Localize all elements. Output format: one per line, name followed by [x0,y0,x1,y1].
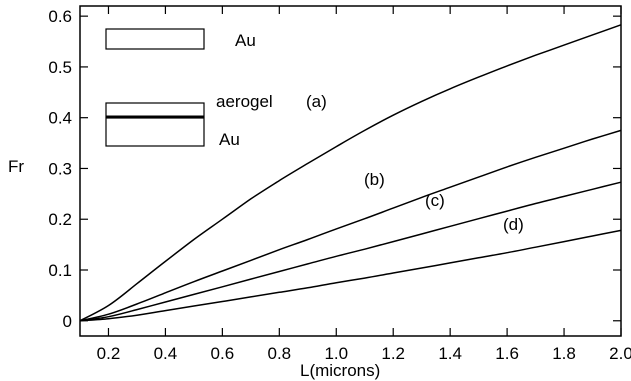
x-tick-label: 1.2 [381,344,405,363]
inset-middle-box [105,102,205,118]
y-tick-label: 0.6 [48,7,72,26]
y-tick-label: 0 [63,312,72,331]
inset-top-box [105,28,205,50]
x-tick-label: 1.6 [495,344,519,363]
inset-bottom-box [105,117,205,147]
y-tick-label: 0.4 [48,109,72,128]
x-tick-label: 1.8 [552,344,576,363]
y-axis-label: Fr [8,157,24,176]
inset-middle-label: aerogel [216,92,273,111]
axis-ticks [80,6,622,336]
inset-diagram: Au aerogel Au [105,28,273,149]
series-line-c [79,181,622,322]
series-line-a [79,24,622,322]
x-tick-label: 0.4 [154,344,178,363]
y-tick-label: 0.3 [48,159,72,178]
inset-top-label: Au [235,31,256,50]
curve-label-d: (d) [503,215,524,234]
y-tick-label: 0.2 [48,210,72,229]
x-axis-label: L(microns) [300,361,380,380]
curve-label-a: (a) [306,92,327,111]
series-line-d [79,229,622,322]
inset-bottom-label: Au [219,130,240,149]
x-tick-label: 1.0 [324,344,348,363]
curve-label-b: (b) [364,170,385,189]
y-tick-label: 0.5 [48,58,72,77]
x-tick-label: 1.4 [438,344,462,363]
curve-label-c: (c) [425,191,445,210]
y-tick-label: 0.1 [48,261,72,280]
x-tick-label: 0.8 [267,344,291,363]
series-line-b [79,129,622,322]
x-tick-label: 2.0 [609,344,631,363]
x-tick-label: 0.2 [97,344,121,363]
tick-labels: 0.2 0.4 0.6 0.8 1.0 1.2 1.4 1.6 1.8 2.0 0 0.1 0.2 0.3… [48,7,631,363]
plot-frame [79,5,622,337]
curves [79,24,622,322]
curve-labels: (a) (b) (c) (d) [306,92,524,234]
x-tick-label: 0.6 [211,344,235,363]
